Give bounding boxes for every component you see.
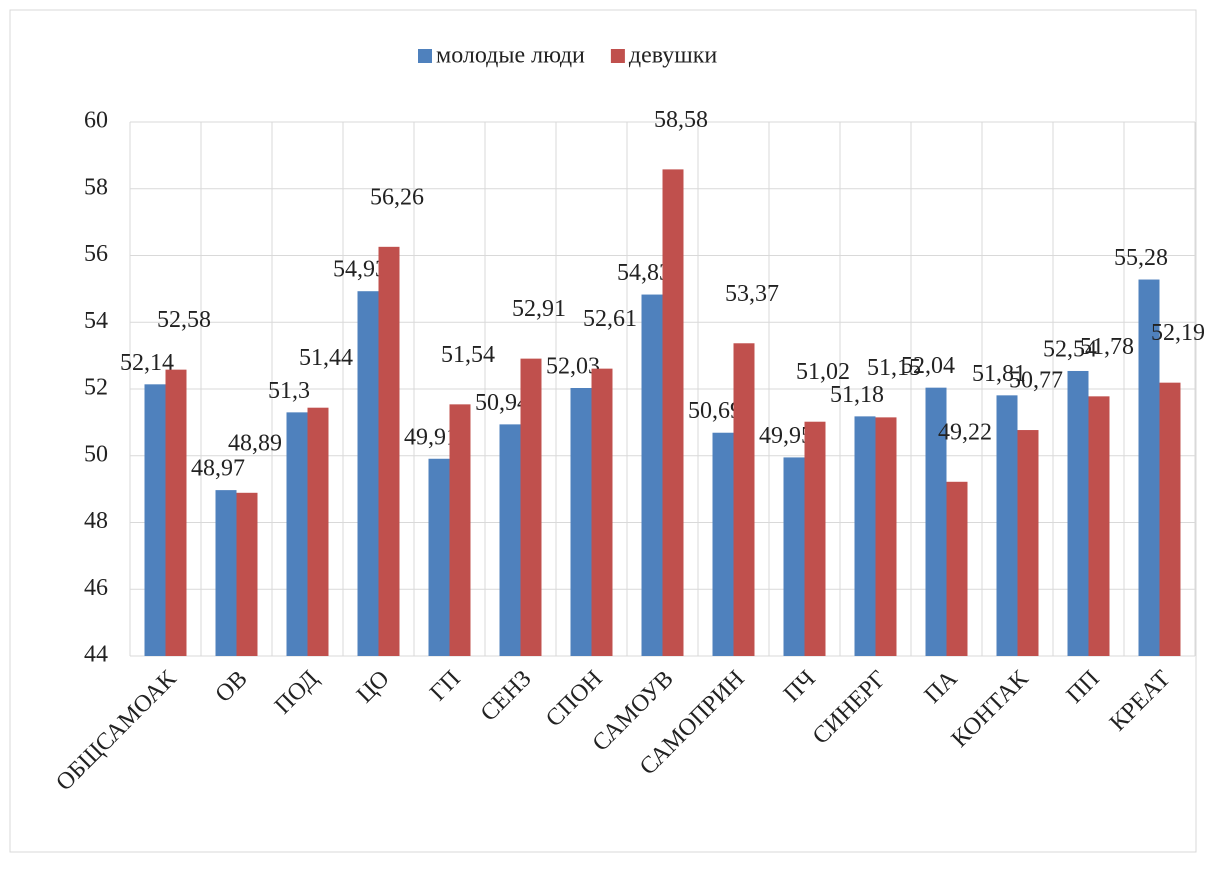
- legend-label: молодые люди: [436, 43, 585, 69]
- data-label: 50,77: [1009, 368, 1063, 394]
- data-label: 51,81: [972, 361, 1026, 387]
- data-label: 51,02: [796, 359, 850, 385]
- data-label: 51,18: [830, 382, 884, 408]
- bar: [733, 343, 755, 656]
- bar: [712, 432, 734, 656]
- data-label: 51,15: [867, 355, 921, 381]
- data-label: 52,03: [546, 353, 600, 379]
- legend-swatch: [418, 49, 432, 63]
- y-tick-label: 56: [84, 241, 108, 267]
- bar: [996, 395, 1018, 656]
- bar: [520, 358, 542, 656]
- data-label: 52,14: [120, 350, 174, 376]
- bar: [1067, 370, 1089, 656]
- bar: [357, 291, 379, 656]
- y-tick-label: 58: [84, 174, 108, 200]
- data-label: 49,91: [404, 424, 458, 450]
- data-label: 48,89: [228, 430, 282, 456]
- data-label: 52,91: [512, 296, 566, 322]
- bar: [783, 457, 805, 656]
- data-label: 56,26: [370, 184, 424, 210]
- bar: [591, 368, 613, 656]
- data-label: 51,78: [1080, 334, 1134, 360]
- bar: [854, 416, 876, 656]
- data-label: 49,95: [759, 423, 813, 449]
- bar: [165, 369, 187, 656]
- data-label: 54,83: [617, 260, 671, 286]
- data-label: 53,37: [725, 281, 779, 307]
- y-tick-label: 60: [84, 108, 108, 134]
- data-label: 52,19: [1151, 320, 1205, 346]
- bar: [1088, 396, 1110, 656]
- data-label: 58,58: [654, 107, 708, 133]
- data-label: 50,94: [475, 390, 529, 416]
- bar: [925, 387, 947, 656]
- data-label: 55,28: [1114, 245, 1168, 271]
- data-label: 50,69: [688, 398, 742, 424]
- y-tick-label: 54: [84, 308, 108, 334]
- bar: [428, 458, 450, 656]
- data-label: 48,97: [191, 456, 245, 482]
- bar: [804, 421, 826, 656]
- data-label: 51,44: [299, 345, 353, 371]
- bar: [946, 481, 968, 656]
- bar: [1138, 279, 1160, 656]
- bar: [378, 246, 400, 656]
- legend-swatch: [610, 49, 625, 63]
- data-label: 52,54: [1043, 336, 1097, 362]
- y-tick-label: 46: [84, 575, 108, 601]
- data-label: 52,58: [157, 307, 211, 333]
- data-label: 54,93: [333, 257, 387, 283]
- y-tick-label: 44: [84, 642, 108, 668]
- data-label: 49,22: [938, 419, 992, 445]
- bar: [449, 404, 471, 656]
- data-label: 51,3: [268, 378, 310, 404]
- legend-label: девушки: [629, 43, 718, 69]
- data-label: 51,54: [441, 342, 495, 368]
- y-tick-label: 48: [84, 508, 108, 534]
- y-tick-label: 50: [84, 441, 108, 467]
- y-tick-label: 52: [84, 375, 108, 401]
- data-label: 52,04: [901, 353, 955, 379]
- bar: [875, 417, 897, 656]
- bar: [1159, 382, 1181, 656]
- bar: [215, 490, 237, 656]
- bar: [641, 294, 663, 656]
- bar: [1017, 430, 1039, 656]
- bar: [499, 424, 521, 656]
- bar: [662, 169, 684, 656]
- bar: [570, 387, 592, 656]
- bar: [236, 492, 258, 656]
- bar: [286, 412, 308, 656]
- data-label: 52,61: [583, 306, 637, 332]
- bar: [144, 384, 166, 656]
- bar: [307, 407, 329, 656]
